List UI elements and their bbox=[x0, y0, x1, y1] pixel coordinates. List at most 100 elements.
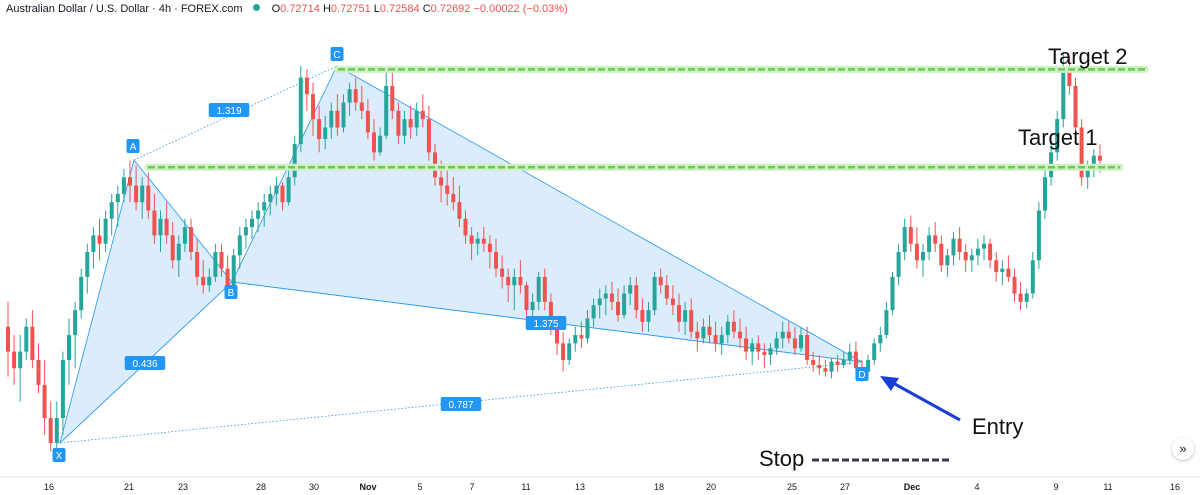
candle-body bbox=[12, 351, 17, 369]
candle-body bbox=[189, 227, 193, 253]
candle-body bbox=[329, 110, 334, 128]
x-tick-label: 11 bbox=[1103, 482, 1112, 492]
ratio-a-c-label: 1.319 bbox=[208, 103, 250, 117]
candle-body bbox=[994, 260, 999, 272]
candle-body bbox=[134, 185, 139, 203]
point-c-label: C bbox=[330, 47, 344, 61]
candle-body bbox=[744, 338, 749, 352]
target-2-label: Target 2 bbox=[1048, 44, 1128, 69]
candle-body bbox=[439, 177, 444, 186]
candle-body bbox=[213, 252, 218, 277]
candle-body bbox=[231, 255, 236, 286]
entry-label: Entry bbox=[972, 414, 1023, 439]
point-d-label: D bbox=[855, 367, 869, 381]
candle-body bbox=[317, 119, 322, 140]
candle-body bbox=[146, 185, 151, 211]
candle-body bbox=[54, 418, 59, 443]
candle-body bbox=[951, 238, 956, 256]
point-x-label-text: X bbox=[56, 451, 63, 462]
candle-body bbox=[128, 177, 132, 186]
candle-body bbox=[292, 144, 297, 178]
target-levels: Target 2 Target 1 bbox=[144, 44, 1149, 171]
candle-body bbox=[30, 326, 35, 360]
double-chevron-right-icon[interactable]: » bbox=[1172, 438, 1194, 460]
candle-body bbox=[835, 361, 840, 365]
candle-body bbox=[969, 255, 974, 261]
x-tick-label: 13 bbox=[575, 482, 585, 492]
x-tick-label: 7 bbox=[469, 482, 474, 492]
candle-body bbox=[347, 89, 352, 103]
candle-body bbox=[201, 276, 206, 286]
candle-body bbox=[677, 305, 681, 322]
candle-body bbox=[1043, 177, 1047, 211]
x-tick-label: 4 bbox=[974, 482, 979, 492]
candle-body bbox=[927, 235, 932, 253]
candle-body bbox=[164, 218, 169, 236]
candle-body bbox=[36, 359, 41, 385]
candle-body bbox=[603, 293, 608, 299]
entry-arrow-head bbox=[880, 376, 899, 391]
x-tick-label: 11 bbox=[521, 482, 530, 492]
point-c-label-text: C bbox=[333, 50, 340, 61]
candle-body bbox=[365, 110, 370, 133]
x-tick-label: 23 bbox=[178, 482, 188, 492]
candle-body bbox=[731, 321, 736, 332]
x-tick-label: 27 bbox=[840, 482, 850, 492]
candle-body bbox=[878, 335, 883, 344]
candle-body bbox=[1085, 168, 1090, 178]
candle-body bbox=[725, 321, 730, 336]
point-x-label: X bbox=[52, 448, 66, 462]
close-value: 0.72692 bbox=[430, 3, 471, 15]
candle-body bbox=[115, 193, 120, 203]
entry-arrow-shaft bbox=[892, 381, 961, 422]
candle-body bbox=[921, 252, 925, 261]
candle-body bbox=[799, 335, 803, 349]
ratio-x-d-label-bg bbox=[440, 397, 482, 411]
candle-body bbox=[817, 364, 822, 369]
candle-body bbox=[719, 335, 724, 344]
candle-body bbox=[530, 301, 535, 311]
candle-body bbox=[945, 255, 950, 266]
candle-body bbox=[170, 235, 175, 261]
candle-body bbox=[585, 318, 590, 339]
point-b-label-bg bbox=[224, 285, 238, 299]
candle-body bbox=[121, 177, 126, 194]
candle-body bbox=[60, 359, 65, 419]
candle-body bbox=[872, 343, 877, 360]
candle-body bbox=[457, 202, 462, 219]
candle-body bbox=[372, 132, 376, 153]
candle-body bbox=[109, 202, 114, 219]
candle-body bbox=[750, 343, 755, 352]
candle-body bbox=[451, 193, 456, 203]
candle-body bbox=[1030, 260, 1035, 294]
candle-body bbox=[1036, 210, 1041, 261]
x-tick-label: 16 bbox=[44, 482, 54, 492]
candle-body bbox=[829, 361, 834, 372]
high-value: 0.72751 bbox=[330, 3, 371, 15]
candle-body bbox=[262, 202, 267, 211]
candle-body bbox=[48, 418, 53, 443]
candle-body bbox=[939, 243, 944, 266]
open-value: 0.72714 bbox=[280, 3, 320, 15]
candle-body bbox=[841, 359, 846, 365]
candle-body bbox=[1018, 293, 1023, 302]
candle-body bbox=[738, 331, 742, 339]
candle-body bbox=[1024, 293, 1029, 302]
ratio-b-d-label: 1.375 bbox=[525, 316, 567, 330]
stop-label: Stop bbox=[759, 446, 804, 471]
x-tick-label: 25 bbox=[787, 482, 797, 492]
ratio-x-d-label-text: 0.787 bbox=[448, 400, 473, 411]
candle-body bbox=[683, 310, 688, 322]
change-value: −0.00022 (−0.03%) bbox=[473, 3, 568, 15]
candle-body bbox=[475, 238, 480, 244]
candle-body bbox=[982, 243, 986, 249]
point-c-label-bg bbox=[330, 47, 344, 61]
ratio-x-d-label: 0.787 bbox=[440, 397, 482, 411]
x-tick-label: 21 bbox=[124, 482, 134, 492]
candle-body bbox=[408, 119, 413, 128]
candle-body bbox=[353, 89, 358, 103]
candle-body bbox=[536, 276, 541, 302]
candle-body bbox=[378, 135, 383, 153]
ratio-x-b-label-bg bbox=[124, 356, 166, 370]
ratio-b-d-label-text: 1.375 bbox=[533, 319, 558, 330]
